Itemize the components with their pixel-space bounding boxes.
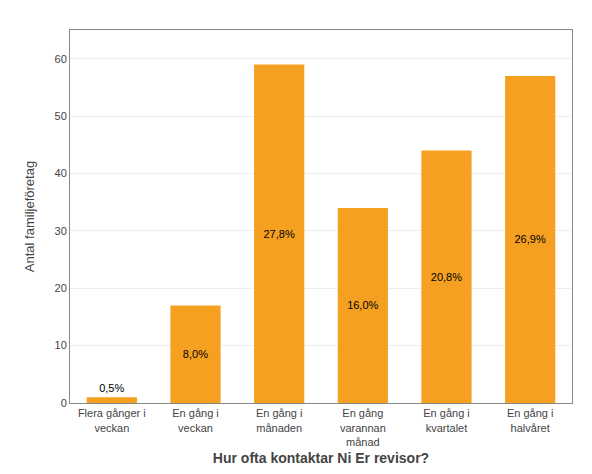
svg-text:En gång ikvartalet: En gång ikvartalet (423, 407, 469, 433)
svg-text:Hur ofta kontaktar Ni Er revis: Hur ofta kontaktar Ni Er revisor? (213, 450, 429, 466)
svg-text:En gång iveckan: En gång iveckan (172, 407, 218, 433)
svg-text:16,0%: 16,0% (347, 299, 378, 311)
svg-text:20: 20 (55, 282, 67, 294)
svg-text:Flera gånger iveckan: Flera gånger iveckan (78, 407, 146, 433)
svg-text:27,8%: 27,8% (263, 228, 294, 240)
svg-text:8,0%: 8,0% (183, 348, 208, 360)
svg-text:0,5%: 0,5% (99, 382, 124, 394)
svg-text:20,8%: 20,8% (431, 271, 462, 283)
svg-text:26,9%: 26,9% (514, 233, 545, 245)
svg-text:10: 10 (55, 339, 67, 351)
svg-text:0: 0 (61, 397, 67, 409)
svg-text:Antal familjeföretag: Antal familjeföretag (22, 161, 37, 272)
svg-text:En gång imånaden: En gång imånaden (256, 407, 302, 433)
svg-text:30: 30 (55, 225, 67, 237)
svg-text:En gångvarannanmånad: En gångvarannanmånad (340, 407, 386, 448)
svg-text:50: 50 (55, 110, 67, 122)
svg-text:En gång ihalvåret: En gång ihalvåret (507, 407, 553, 433)
svg-text:60: 60 (55, 53, 67, 65)
svg-text:40: 40 (55, 167, 67, 179)
